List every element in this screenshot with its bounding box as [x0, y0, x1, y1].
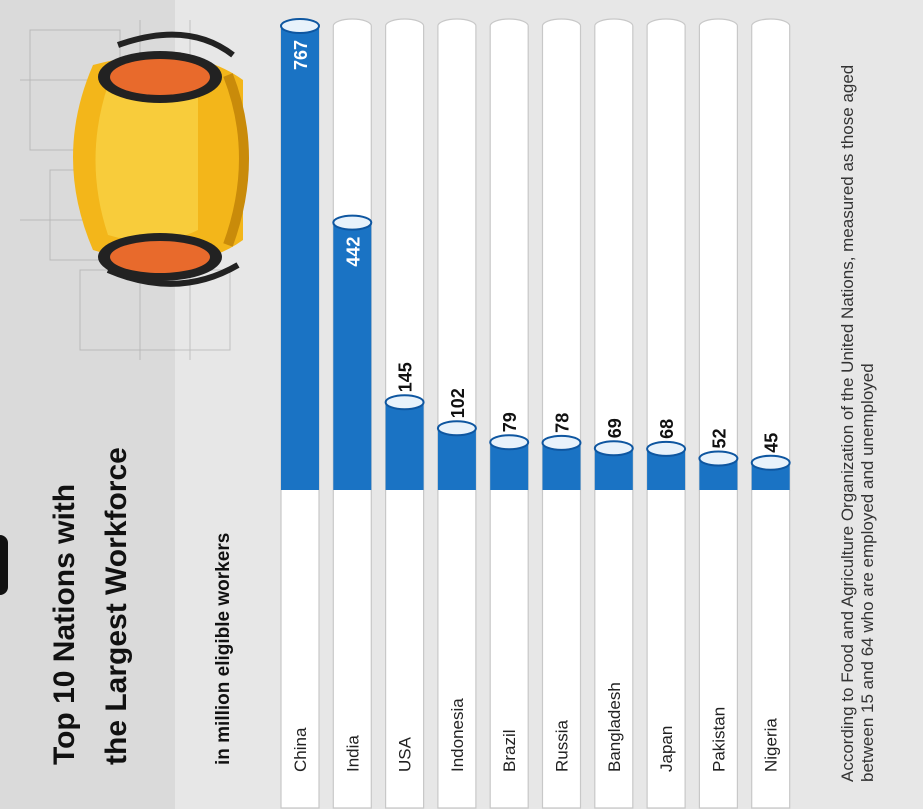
category-label: India	[343, 735, 362, 772]
value-label: 78	[553, 413, 573, 433]
bar-stem	[332, 490, 372, 809]
bar-stem	[541, 490, 582, 809]
value-label: 69	[605, 418, 625, 438]
category-label: Russia	[553, 719, 572, 772]
bar-track	[437, 18, 477, 491]
bar-group: 68 Japan	[646, 18, 687, 809]
bar	[281, 26, 319, 490]
bar-cap	[332, 214, 373, 231]
value-label: 45	[762, 433, 782, 453]
left-edge-decoration	[0, 535, 8, 595]
category-label: Indonesia	[448, 698, 467, 772]
category-label: Japan	[657, 726, 676, 772]
category-label: Brazil	[500, 729, 519, 772]
category-label: USA	[396, 736, 415, 772]
category-label: Pakistan	[709, 707, 728, 772]
bar	[385, 402, 424, 490]
value-label: 767	[291, 40, 311, 70]
bar-stem	[751, 490, 791, 809]
bar-group: 442 India	[332, 18, 373, 809]
bar-stem	[698, 490, 738, 809]
bar-group: 79 Brazil	[489, 18, 530, 809]
value-label: 79	[500, 412, 520, 432]
bar-group: 78 Russia	[541, 18, 582, 809]
bar-track	[594, 18, 634, 491]
bar-cap	[384, 394, 425, 411]
category-label: China	[291, 727, 310, 772]
bar-stem	[280, 490, 320, 809]
value-label: 68	[657, 419, 677, 439]
value-label: 52	[709, 429, 729, 449]
bar-stem	[437, 490, 477, 809]
bar-group: 52 Pakistan	[698, 18, 739, 809]
category-label: Bangladesh	[605, 682, 624, 772]
bar-cap	[489, 434, 530, 451]
bar-track	[489, 18, 529, 491]
bar-cap	[541, 434, 582, 451]
bar-track	[541, 18, 582, 491]
bar-track	[385, 18, 425, 491]
bar-track	[698, 18, 738, 491]
category-label: Nigeria	[762, 718, 781, 772]
bar-group: 767 China	[280, 18, 320, 809]
value-label: 145	[396, 362, 416, 392]
bar-group: 45 Nigeria	[750, 18, 791, 809]
bar-group: 69 Bangladesh	[593, 18, 634, 809]
bar-group: 145 USA	[384, 18, 425, 809]
chart-footnote: According to Food and Agriculture Organi…	[838, 64, 877, 782]
bar-stem	[489, 490, 529, 809]
bar	[437, 428, 476, 490]
bar-cap	[646, 440, 687, 457]
bar-cap	[750, 454, 791, 471]
bar-cap	[280, 18, 320, 34]
bar-stem	[385, 490, 425, 809]
bar-cap	[436, 420, 477, 437]
bar-cap	[593, 440, 634, 457]
value-label: 442	[343, 237, 363, 267]
bar	[333, 222, 372, 490]
bar-group: 102 Indonesia	[436, 18, 477, 809]
bar-track	[646, 18, 686, 491]
bar-track	[751, 18, 791, 491]
bar-stem	[646, 490, 686, 809]
value-label: 102	[448, 388, 468, 418]
bar-cap	[698, 450, 739, 467]
hard-hat-icon	[73, 31, 249, 287]
bar-stem	[594, 490, 634, 809]
